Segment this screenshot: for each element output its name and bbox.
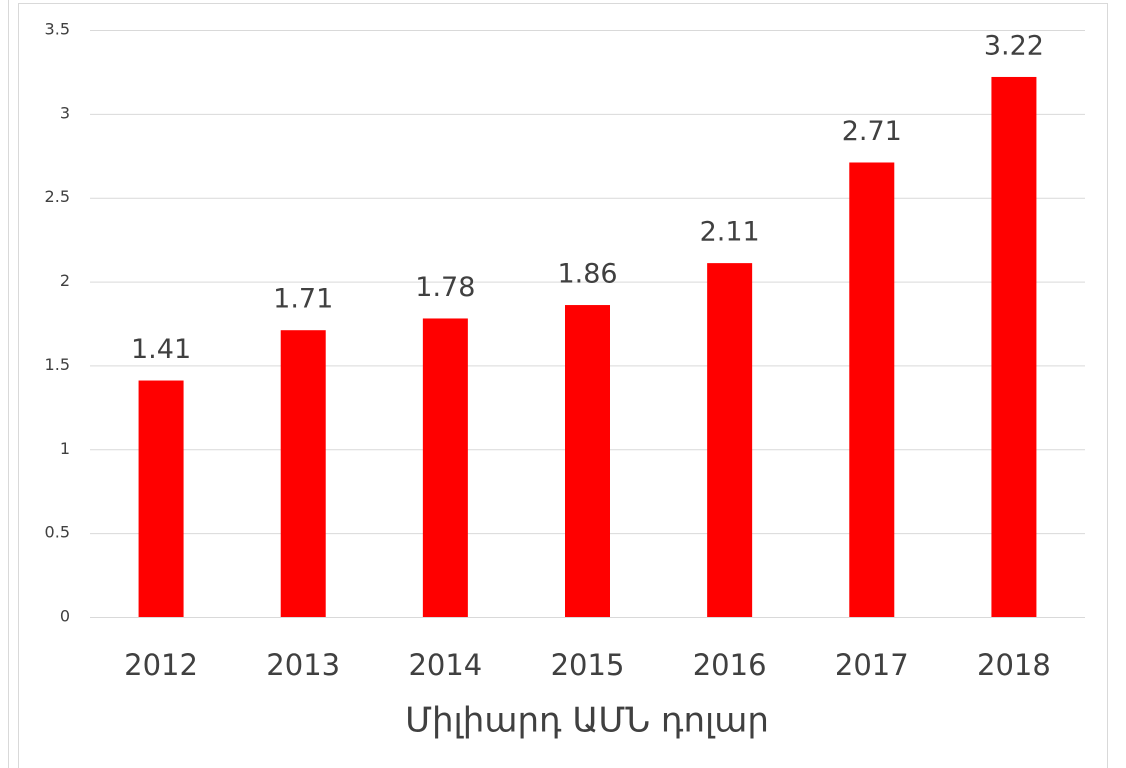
bar xyxy=(422,318,468,617)
y-tick-label: 1.5 xyxy=(45,355,70,374)
y-tick-label: 3 xyxy=(60,103,70,122)
value-label: 2.11 xyxy=(700,217,760,248)
x-axis-title: Միլիարդ ԱՄՆ դոլար xyxy=(405,701,769,741)
y-tick-label: 0.5 xyxy=(45,523,70,542)
bar xyxy=(849,162,895,617)
x-tick-label: 2018 xyxy=(977,648,1051,682)
x-tick-label: 2013 xyxy=(266,648,340,682)
bar xyxy=(138,380,184,617)
value-label: 1.78 xyxy=(415,272,475,303)
chart-frame xyxy=(18,3,1108,768)
value-label: 1.86 xyxy=(557,259,617,290)
bar xyxy=(991,76,1037,617)
x-tick-label: 2017 xyxy=(835,648,909,682)
y-tick-label: 2 xyxy=(60,271,70,290)
y-tick-label: 3.5 xyxy=(45,20,70,39)
y-tick-label: 0 xyxy=(60,607,70,626)
value-label: 3.22 xyxy=(984,30,1044,61)
value-label: 1.41 xyxy=(131,334,191,365)
bar xyxy=(707,263,753,617)
x-tick-label: 2016 xyxy=(693,648,767,682)
y-tick-label: 2.5 xyxy=(45,187,70,206)
bar xyxy=(280,330,326,617)
y-tick-label: 1 xyxy=(60,439,70,458)
x-tick-label: 2012 xyxy=(124,648,198,682)
x-tick-label: 2014 xyxy=(408,648,482,682)
value-label: 1.71 xyxy=(273,284,333,315)
x-tick-label: 2015 xyxy=(551,648,625,682)
value-label: 2.71 xyxy=(842,116,902,147)
bar xyxy=(565,305,610,617)
